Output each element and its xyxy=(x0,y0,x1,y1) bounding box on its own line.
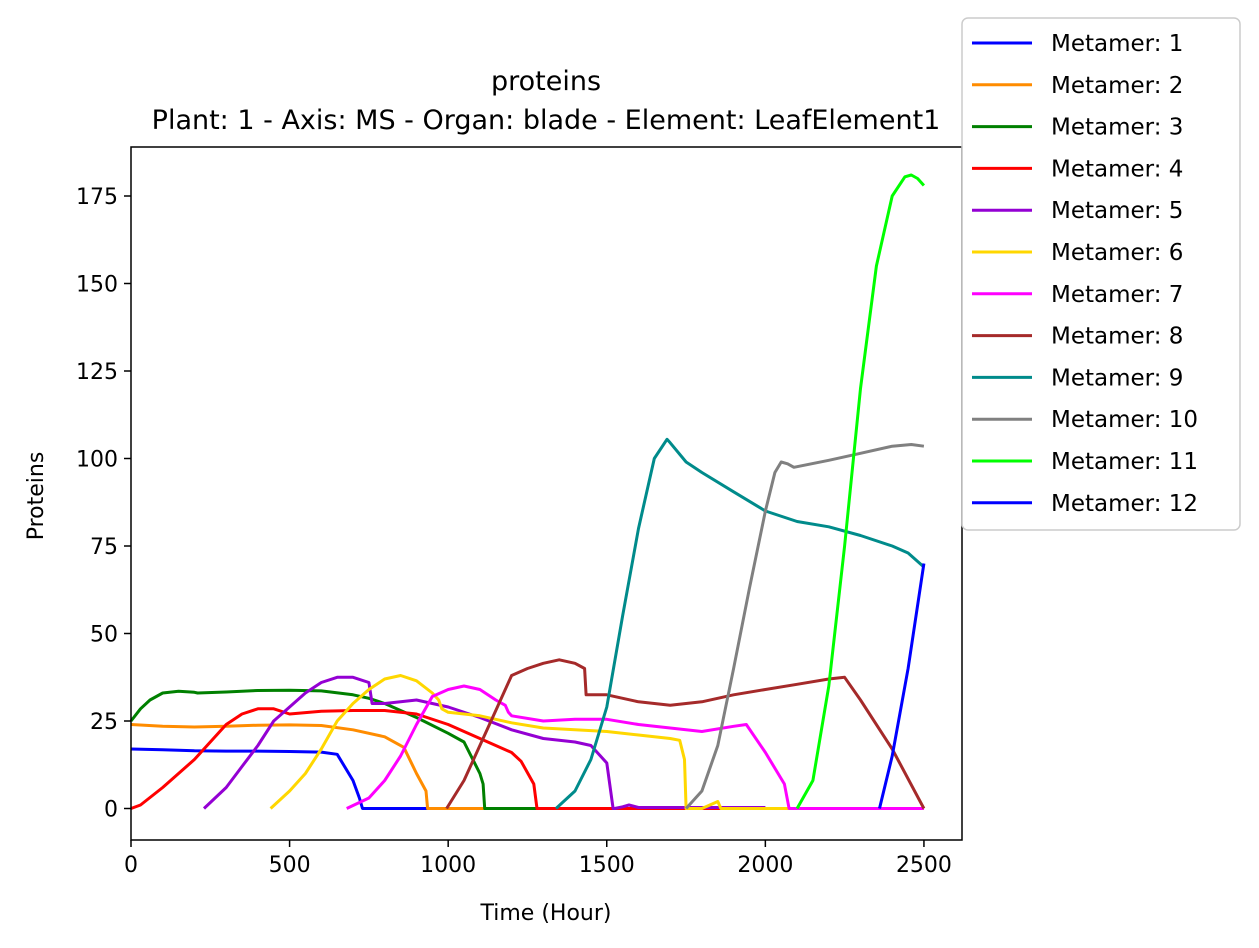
series-line-7 xyxy=(346,684,924,810)
series-line-10 xyxy=(684,443,925,810)
series-line-8 xyxy=(445,658,926,810)
y-tick-label: 50 xyxy=(90,623,118,648)
x-tick-label: 500 xyxy=(269,853,311,878)
legend-label-12: Metamer: 12 xyxy=(1051,491,1198,517)
chart-title: proteins xyxy=(491,66,601,97)
x-axis-ticks: 0 500 1000 1500 2000 2500 xyxy=(124,840,952,878)
plot-frame xyxy=(130,146,963,841)
y-tick-label: 150 xyxy=(76,273,118,298)
legend-label-3: Metamer: 3 xyxy=(1051,115,1183,141)
x-tick-label: 1500 xyxy=(579,853,635,878)
legend-box xyxy=(961,17,1241,531)
legend: Metamer: 1 Metamer: 2 Metamer: 3 Metamer: 4… xyxy=(961,17,1241,531)
legend-label-11: Metamer: 11 xyxy=(1051,449,1198,475)
y-tick-label: 175 xyxy=(76,185,118,210)
y-axis-label: Proteins xyxy=(24,452,49,541)
y-axis-ticks: 0 25 50 75 100 125 150 175 xyxy=(76,185,131,823)
series-line-2 xyxy=(130,723,924,810)
y-tick-label: 100 xyxy=(76,448,118,473)
chart-subtitle: Plant: 1 - Axis: MS - Organ: blade - Ele… xyxy=(152,105,941,136)
series-line-3 xyxy=(129,688,924,810)
x-tick-label: 2500 xyxy=(896,853,952,878)
x-tick-label: 0 xyxy=(124,853,138,878)
legend-label-2: Metamer: 2 xyxy=(1051,73,1183,99)
legend-label-1: Metamer: 1 xyxy=(1051,31,1183,57)
series-line-11 xyxy=(795,173,926,810)
series-line-6 xyxy=(269,674,924,810)
plot-lines xyxy=(129,173,926,810)
legend-label-4: Metamer: 4 xyxy=(1051,156,1183,182)
y-tick-label: 75 xyxy=(90,535,118,560)
legend-label-8: Metamer: 8 xyxy=(1051,324,1183,350)
x-tick-label: 1000 xyxy=(420,853,476,878)
series-line-1 xyxy=(130,747,924,810)
legend-label-6: Metamer: 6 xyxy=(1051,240,1183,266)
y-tick-label: 125 xyxy=(76,360,118,385)
legend-label-10: Metamer: 10 xyxy=(1051,407,1198,433)
x-tick-label: 2000 xyxy=(737,853,793,878)
series-line-4 xyxy=(130,707,924,810)
series-line-12 xyxy=(878,563,926,809)
series-line-5 xyxy=(202,675,766,810)
legend-label-5: Metamer: 5 xyxy=(1051,198,1183,224)
series-line-9 xyxy=(554,437,925,810)
y-tick-label: 0 xyxy=(104,798,118,823)
legend-label-9: Metamer: 9 xyxy=(1051,365,1183,391)
legend-label-7: Metamer: 7 xyxy=(1051,282,1183,308)
y-tick-label: 25 xyxy=(90,710,118,735)
x-axis-label: Time (Hour) xyxy=(480,901,612,926)
